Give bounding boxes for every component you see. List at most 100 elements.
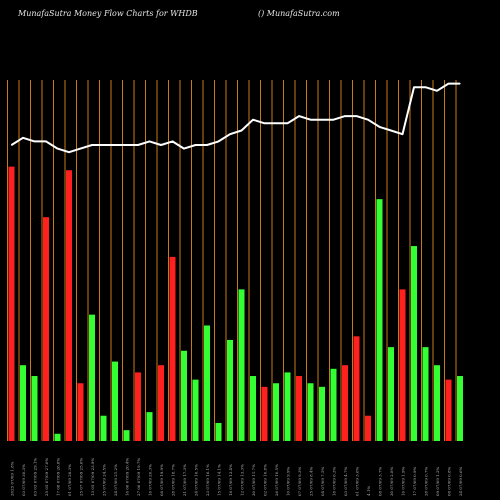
x-tick-label: 21 07/09 17.3%	[182, 464, 187, 496]
x-tick-label: 30 07/09 2.8%	[389, 466, 394, 496]
x-tick-label: 24 07/09 0.6%	[458, 466, 463, 496]
line-point	[206, 144, 208, 146]
x-tick-label: 03 07/09 4.7%	[343, 466, 348, 496]
bar	[43, 217, 49, 441]
chart-title: MunafaSutra Money Flow Charts for WHDB	[17, 9, 198, 18]
line-point	[436, 90, 438, 92]
x-tick-label: 25 07/09 8.4%	[309, 466, 314, 496]
bar	[376, 199, 383, 441]
line-point	[424, 86, 427, 88]
x-tick-label: 2025 07/09 1.8%	[10, 461, 15, 496]
line-point	[56, 147, 59, 150]
bar	[135, 372, 141, 441]
x-tick-label: 27 06 07/09 19.7%	[136, 458, 141, 496]
site-credit: () MunafaSutra.com	[258, 9, 340, 18]
bar	[181, 350, 187, 441]
bar	[100, 415, 107, 441]
bar	[169, 256, 176, 441]
line-point	[252, 119, 254, 121]
line-point	[148, 140, 151, 142]
line-point	[332, 119, 335, 121]
bar	[399, 289, 406, 441]
line-point	[114, 144, 116, 146]
line-point	[217, 140, 220, 142]
x-tick-label: 13 05 07/09 23.9%	[90, 458, 95, 496]
bar	[411, 246, 417, 441]
bar	[112, 361, 118, 441]
bar	[342, 365, 348, 441]
x-tick-label: 15 07/09 14.1%	[217, 464, 222, 496]
x-tick-label: 23 07/09 16.1%	[205, 464, 210, 496]
bar	[353, 336, 360, 441]
bar	[365, 415, 371, 441]
x-tick-label: 28 07/09 18.7%	[171, 464, 176, 496]
bar	[273, 383, 279, 441]
x-tick-label: 08 07/09 0.8%	[447, 466, 452, 496]
line-point	[10, 144, 13, 146]
x-tick-label: 03 07/09 30.3%	[21, 464, 26, 496]
bar	[146, 412, 153, 441]
line-point	[286, 122, 289, 124]
x-tick-label: 08 07/09 3.7%	[378, 466, 383, 496]
x-tick-label: 25 05 07/09 27.0%	[44, 458, 49, 496]
line-point	[355, 115, 358, 117]
bar	[158, 365, 164, 441]
x-tick-label: 02 07/09 10.8%	[263, 464, 268, 496]
line-point	[125, 144, 128, 146]
x-tick-label: 01 07/09 3.6%	[355, 466, 360, 496]
bar	[123, 430, 130, 441]
line-point	[240, 129, 243, 132]
bar	[20, 365, 26, 441]
line-point	[68, 151, 70, 153]
line-point	[194, 144, 197, 146]
x-tick-label: 10 07/09 9.9%	[286, 466, 291, 496]
line-point	[137, 144, 139, 146]
line-point	[22, 137, 24, 139]
line-point	[229, 133, 231, 135]
bar	[77, 383, 84, 441]
x-tick-label: 08 07/09 19.9%	[159, 464, 164, 496]
line-point	[102, 144, 105, 146]
bar	[54, 433, 61, 441]
line-point	[79, 147, 82, 150]
line-point	[378, 126, 381, 128]
x-tick-label: 25 07 07/09 25.6%	[79, 458, 84, 496]
bar	[434, 365, 440, 441]
x-tick-label: 17 08 07/09 26.8%	[56, 458, 61, 496]
line-point	[45, 140, 47, 142]
line-series	[10, 82, 461, 154]
x-tick-label: 25 07/09 24.5%	[102, 464, 107, 496]
line-point	[309, 119, 312, 121]
line-point	[91, 144, 93, 146]
x-tick-label: 30 07/09 11.7%	[251, 464, 256, 496]
x-tick-label: 12 07/09 13.3%	[240, 464, 245, 496]
bar	[330, 368, 337, 441]
bar	[319, 386, 325, 441]
x-tick-label: 26 07/09 10.5%	[274, 464, 279, 496]
bar	[388, 347, 394, 441]
bar	[89, 314, 95, 441]
bar	[250, 376, 256, 441]
bar	[307, 383, 314, 441]
x-tick-label: 24 07/09 21.2%	[113, 464, 118, 496]
bar	[457, 376, 463, 441]
x-tick-label: 24 07/09 16.5%	[194, 464, 199, 496]
x-tick-label: 16 07/09 1.9%	[401, 466, 406, 496]
bar	[261, 386, 268, 441]
x-tick-label: 16 07/09 20.3%	[148, 464, 153, 496]
line-point	[390, 129, 392, 132]
line-point	[263, 122, 266, 124]
line-point	[275, 122, 277, 124]
x-tick-label: 4.1%	[366, 486, 371, 496]
bar	[66, 170, 72, 441]
bar	[227, 339, 233, 441]
x-tick-label: 18 07/09 13.4%	[228, 464, 233, 496]
line-point	[298, 115, 300, 117]
x-tick-label: 16 06 07/09 20.4%	[125, 458, 130, 496]
line-point	[459, 83, 461, 85]
line-point	[321, 119, 323, 121]
x-tick-label: 28 07/09 0.7%	[424, 466, 429, 496]
x-tick-label: 18 07/09 6.3%	[332, 466, 337, 496]
bar	[8, 166, 15, 441]
